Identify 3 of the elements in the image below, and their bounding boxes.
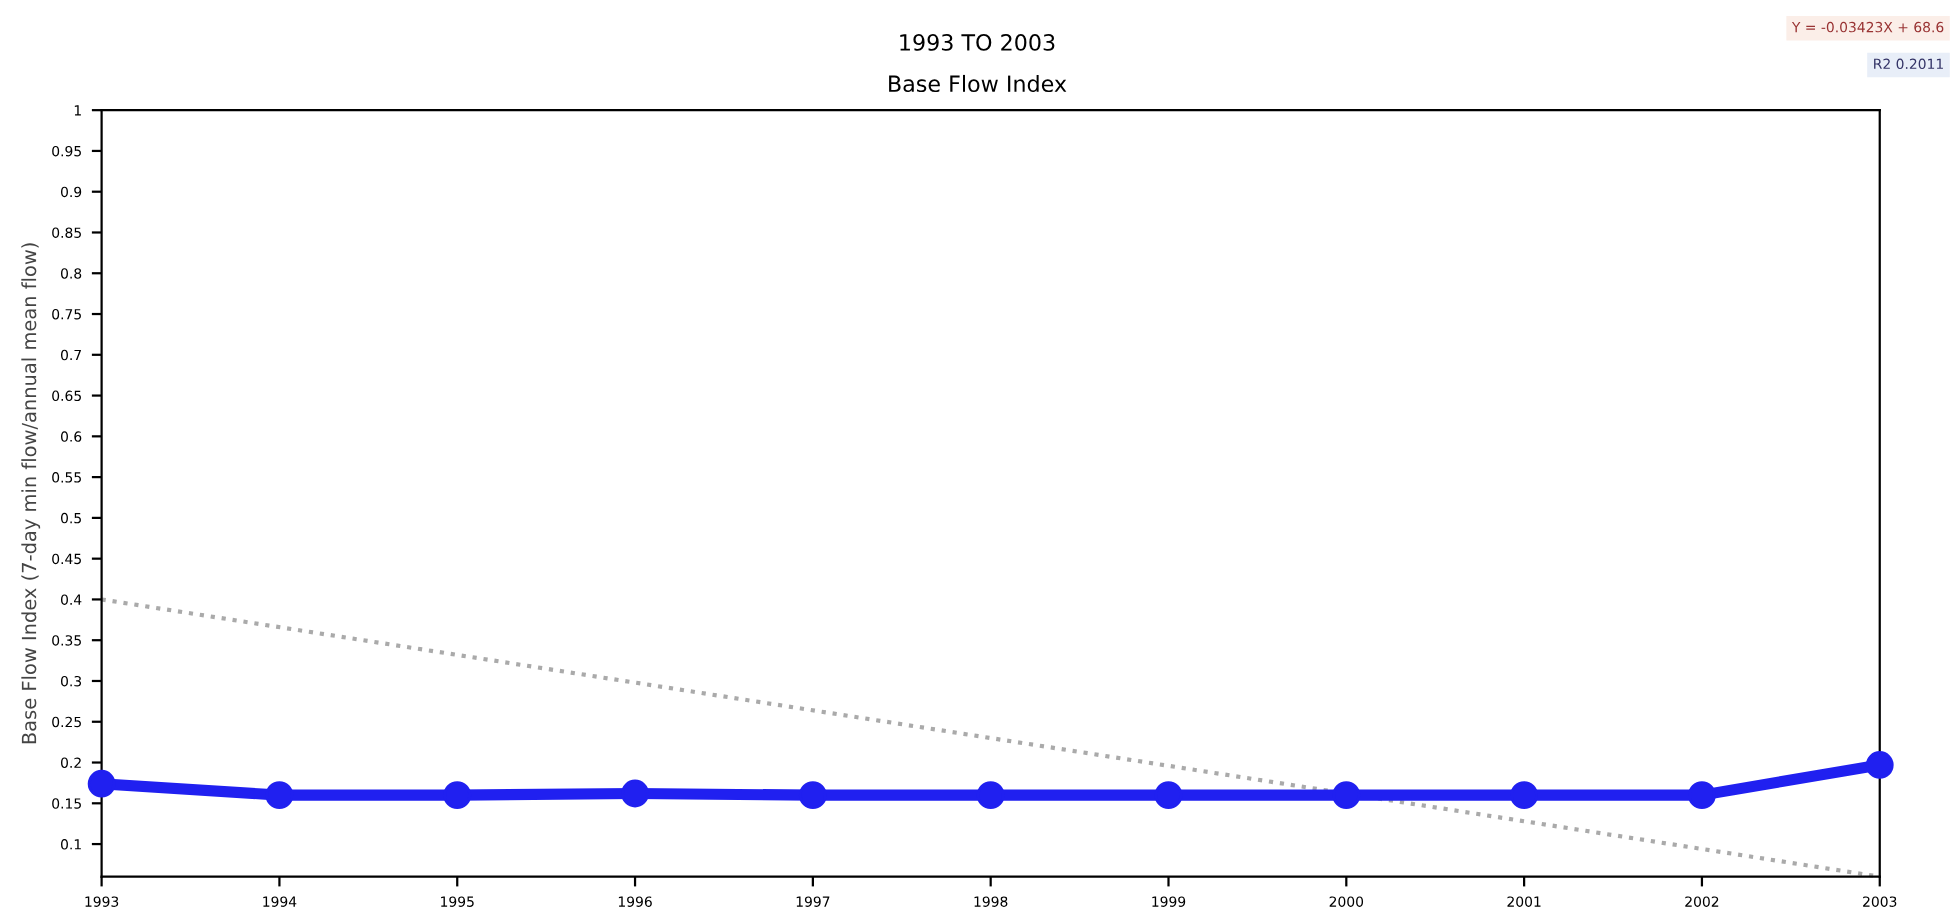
chart-subtitle: Base Flow Index [889, 74, 1067, 93]
chart-title: 1993 TO 2003 [900, 34, 1055, 51]
y-axis-title: Base Flow Index (7-day min flow/annual mean flow) [21, 243, 41, 744]
